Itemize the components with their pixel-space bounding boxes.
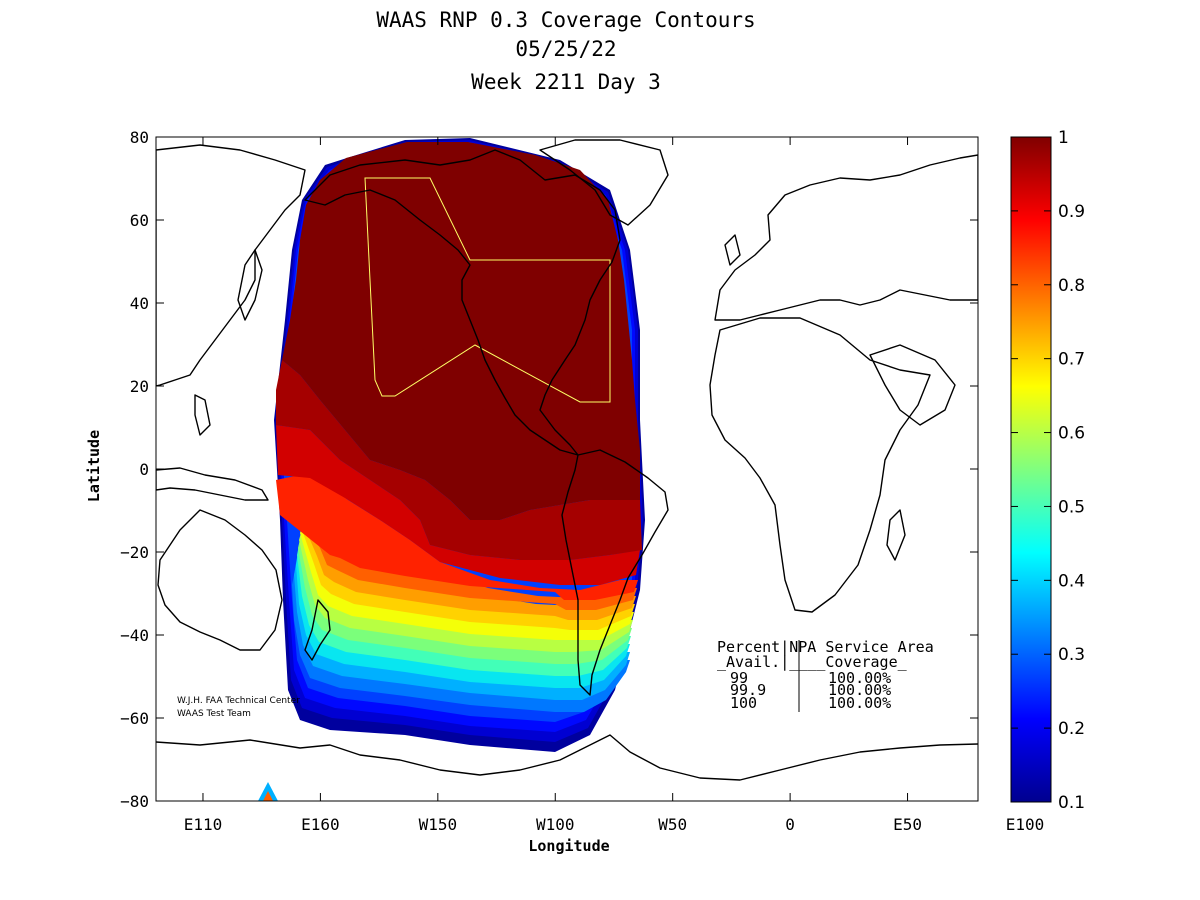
x-tick-label: E160 [301,815,340,834]
x-tick-label: E110 [184,815,223,834]
coast-madagascar [886,509,906,561]
coast-arabia [869,344,956,426]
x-tick-label: W100 [536,815,575,834]
y-tick-label: 80 [130,128,149,147]
coast-australia [157,509,283,651]
y-tick-label: −40 [120,626,149,645]
contour-level-1.0 [282,142,640,520]
x-tick-label: E50 [893,815,922,834]
y-tick-label: −20 [120,543,149,562]
contour-patch-south-core [263,791,273,801]
credit-line-1: W.J.H. FAA Technical Center [177,696,300,706]
service-area-table: Percent|NPA Service Area _Avail.|____Cov… [717,638,934,712]
credit-line-2: WAAS Test Team [177,709,251,719]
table-coverage-3: 100.00% [828,694,891,712]
contour-level-0.85 [276,475,638,600]
x-tick-label: 0 [785,815,795,834]
coast-indonesia [156,467,269,501]
coast-new-zealand [304,599,331,661]
y-tick-label: 40 [130,294,149,313]
colorbar-tick-label: 0.4 [1058,571,1085,591]
coast-north-america [304,149,621,456]
colorbar-tick-label: 0.1 [1058,793,1085,813]
table-coverage-1: 100.00% [828,669,891,687]
plot-area: Percent|NPA Service Area _Avail.|____Cov… [155,136,979,802]
y-tick-label: 20 [130,377,149,396]
table-coverage-2: 100.00% [828,681,891,699]
coast-uk [724,234,741,266]
chart-title-line-3: Week 2211 Day 3 [471,70,661,94]
x-tick-label: E100 [1006,815,1045,834]
colorbar-ticks: 1 0.9 0.8 0.7 0.6 0.5 0.4 0.3 0.2 0.1 [1011,128,1085,813]
colorbar-tick-label: 0.7 [1058,350,1085,370]
colorbar-tick-label: 0.8 [1058,276,1085,296]
colorbar-tick-label: 0.9 [1058,202,1085,222]
colorbar-tick-label: 0.3 [1058,645,1085,665]
contour-level-0.95 [276,360,642,560]
coast-south-america [561,449,669,696]
table-header-line-2: _Avail.|____Coverage_ [717,653,908,671]
coverage-contours [258,138,645,801]
coastlines [156,139,978,781]
contour-level-0.9 [276,425,640,585]
colorbar: 1 0.9 0.8 0.7 0.6 0.5 0.4 0.3 0.2 0.1 [1010,128,1085,813]
x-axis-label: Longitude [528,837,609,855]
y-axis: 80 60 40 20 0 −20 −40 −60 −80 [120,128,978,811]
coast-japan [237,249,263,321]
table-avail-3: 100 [730,694,757,712]
y-tick-label: −60 [120,709,149,728]
colorbar-tick-label: 0.5 [1058,497,1085,517]
y-axis-label: Latitude [85,430,103,502]
colorbar-tick-label: 0.6 [1058,424,1085,444]
contour-level-0.7 [301,514,635,630]
table-avail-2: 99.9 [730,681,766,699]
colorbar-tick-label: 0.2 [1058,719,1085,739]
y-tick-label: 60 [130,211,149,230]
coast-antarctica [156,734,978,781]
chart-title-line-2: 05/25/22 [515,37,616,61]
y-tick-label: −80 [120,792,149,811]
colorbar-gradient [1011,137,1051,802]
contour-level-0.65 [300,518,634,640]
table-avail-1: 99 [730,669,748,687]
coast-africa [709,317,931,613]
table-header-line-1: Percent|NPA Service Area [717,638,934,656]
y-tick-label: 0 [139,460,149,479]
coast-greenland [539,139,669,226]
contour-level-0.75 [302,510,636,620]
coast-east-asia [156,144,306,387]
coast-philippines [194,394,211,436]
colorbar-tick-label: 1 [1058,128,1069,148]
chart-title-line-1: WAAS RNP 0.3 Coverage Contours [376,8,755,32]
colorbar-frame [1010,136,1052,803]
x-tick-label: W50 [658,815,687,834]
coast-europe [714,154,978,321]
x-tick-label: W150 [419,815,458,834]
npa-service-area-boundary [364,177,611,403]
x-axis: E110 E160 W150 W100 W50 0 E50 E100 [184,137,1045,834]
